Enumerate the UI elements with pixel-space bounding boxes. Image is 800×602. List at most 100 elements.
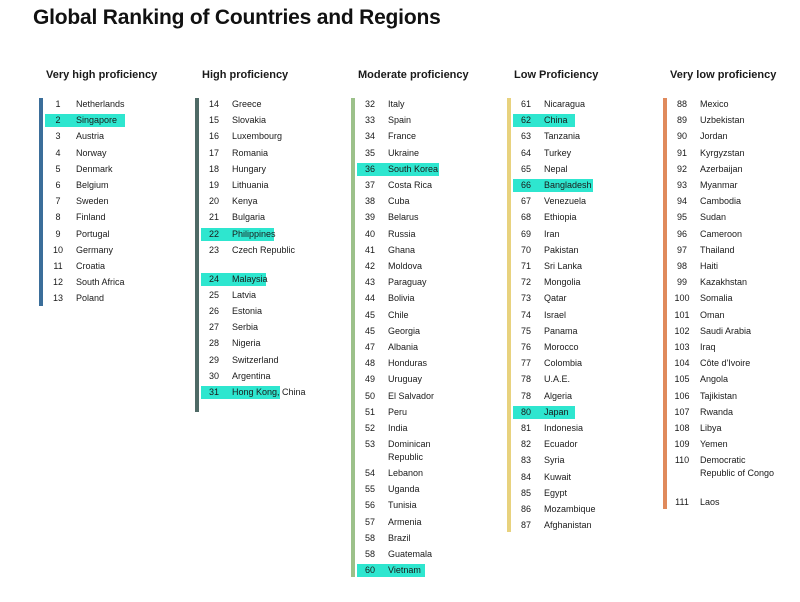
rank-number: 2 xyxy=(55,115,61,126)
country-name: Kenya xyxy=(232,196,258,207)
country-name: Guatemala xyxy=(388,549,433,559)
highlight-marker xyxy=(201,272,266,286)
rank-number: 88 xyxy=(676,99,687,109)
rank-number: 24 xyxy=(208,273,219,284)
rank-number: 29 xyxy=(208,354,219,365)
country-name: Sudan xyxy=(700,212,727,223)
rank-number: 41 xyxy=(364,244,375,255)
rank-number: 16 xyxy=(208,131,219,142)
country-name: Uzbekistan xyxy=(700,115,745,126)
rank-number: 21 xyxy=(208,212,219,223)
country-name: Malaysia xyxy=(232,273,268,284)
country-name: Latvia xyxy=(232,289,257,300)
country-name: Sweden xyxy=(76,196,109,207)
rank-number: 38 xyxy=(364,196,375,207)
rank-number: 20 xyxy=(208,196,219,207)
country-name: Germany xyxy=(76,244,114,255)
highlight-marker xyxy=(45,114,125,128)
country-name: Brazil xyxy=(388,532,411,543)
country-name: Algeria xyxy=(544,390,573,401)
rank-number: 89 xyxy=(676,115,687,126)
country-name: China xyxy=(544,115,568,126)
rank-number: 105 xyxy=(674,374,690,385)
rank-number: 10 xyxy=(52,244,63,255)
country-name: Norway xyxy=(76,147,107,158)
rank-number: 58 xyxy=(364,549,375,559)
rank-number: 86 xyxy=(520,504,531,514)
country-name: Bolivia xyxy=(388,293,415,304)
country-name: Uganda xyxy=(388,484,420,495)
rank-number: 49 xyxy=(364,374,375,385)
country-name: Tanzania xyxy=(544,131,581,142)
country-name: Peru xyxy=(388,406,408,417)
rank-number: 7 xyxy=(55,196,61,207)
rank-number: 58 xyxy=(364,532,375,543)
country-name: Afghanistan xyxy=(544,520,592,531)
country-name: Czech Republic xyxy=(232,244,296,255)
rank-number: 4 xyxy=(55,147,61,158)
highlight-marker xyxy=(513,179,593,192)
proficiency-bar xyxy=(195,98,199,412)
country-name: Estonia xyxy=(232,306,263,316)
highlight-marker xyxy=(513,405,575,419)
rank-number: 107 xyxy=(674,406,690,417)
rank-number: 110 xyxy=(674,455,690,466)
country-name: Hong Kong, China xyxy=(232,387,306,397)
country-name: Belarus xyxy=(388,212,419,223)
rank-number: 56 xyxy=(364,500,375,511)
rank-number: 68 xyxy=(520,212,531,223)
rank-number: 66 xyxy=(520,180,531,190)
country-name: Laos xyxy=(700,496,720,507)
country-name: Ecuador xyxy=(544,439,578,450)
country-name: Thailand xyxy=(700,244,735,255)
rank-number: 63 xyxy=(520,131,531,142)
rank-number: 40 xyxy=(364,228,375,239)
country-name: Morocco xyxy=(544,342,579,352)
country-name: Chile xyxy=(388,309,409,320)
rank-number: 82 xyxy=(520,439,531,450)
rank-number: 8 xyxy=(55,212,61,223)
country-name: Paraguay xyxy=(388,277,427,288)
highlight-marker xyxy=(357,564,425,578)
rank-number: 25 xyxy=(208,289,219,300)
country-name: Libya xyxy=(700,423,722,433)
rank-number: 14 xyxy=(208,99,219,109)
country-name: India xyxy=(388,423,408,433)
rank-number: 78 xyxy=(520,390,531,401)
country-name: Hungary xyxy=(232,163,267,174)
rank-number: 99 xyxy=(676,277,687,288)
country-name: U.A.E. xyxy=(544,374,571,385)
rank-number: 98 xyxy=(676,261,687,271)
country-name: Ukraine xyxy=(388,147,420,158)
highlight-marker xyxy=(513,114,575,128)
rank-number: 30 xyxy=(208,370,219,381)
country-name: Iran xyxy=(544,228,560,239)
country-name: Ghana xyxy=(388,244,416,255)
rank-number: 15 xyxy=(208,115,219,126)
country-name: Somalia xyxy=(700,293,733,304)
country-name: Kazakhstan xyxy=(700,277,748,288)
rank-number: 52 xyxy=(364,423,375,433)
country-name: Serbia xyxy=(232,322,259,333)
column-header: High proficiency xyxy=(202,69,289,81)
rank-number: 101 xyxy=(674,309,690,320)
proficiency-bar xyxy=(507,98,511,533)
rank-number: 70 xyxy=(520,244,531,255)
rank-number: 77 xyxy=(520,358,531,369)
rank-number: 11 xyxy=(53,261,63,271)
country-name: Honduras xyxy=(388,358,428,369)
rank-number: 61 xyxy=(520,99,531,109)
country-name: Mozambique xyxy=(544,504,596,514)
column-header: Very low proficiency xyxy=(670,69,777,81)
rank-number: 48 xyxy=(364,358,375,369)
rank-number: 37 xyxy=(364,180,375,190)
rank-number: 111 xyxy=(675,496,689,507)
country-name: Nigeria xyxy=(232,338,261,349)
country-name: Democratic Republic of Congo xyxy=(700,455,775,478)
rank-number: 45 xyxy=(364,325,375,336)
country-name: Cambodia xyxy=(700,196,742,207)
column-header: Low Proficiency xyxy=(514,69,599,81)
column-low-proficiency: Low Proficiency 61 Nicaragua 62 China 63 Tanz… xyxy=(507,67,657,533)
rank-number: 39 xyxy=(364,212,375,223)
country-name: El Salvador xyxy=(388,390,435,401)
